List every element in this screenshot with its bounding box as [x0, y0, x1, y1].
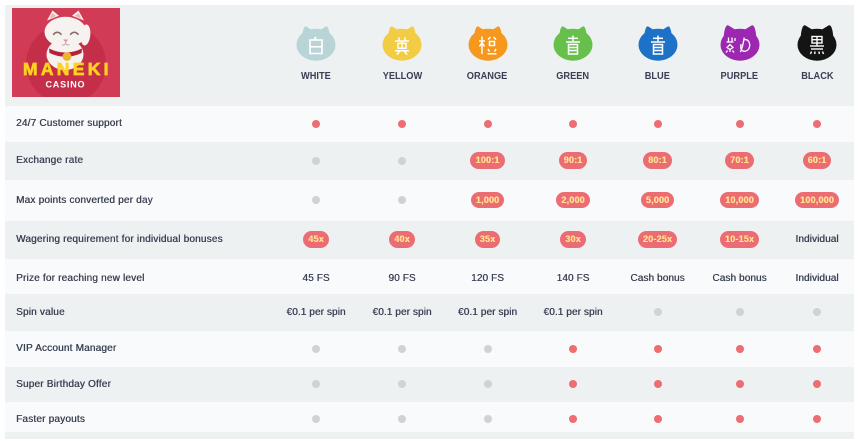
svg-text:CASINO: CASINO	[46, 80, 87, 90]
svg-text:MANEKI: MANEKI	[23, 59, 109, 79]
